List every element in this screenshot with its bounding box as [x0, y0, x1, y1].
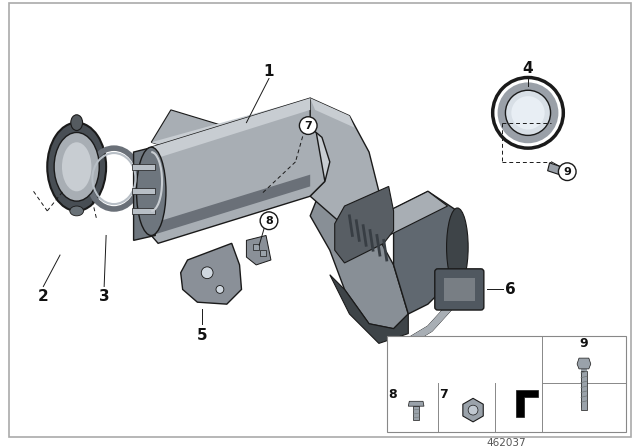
Text: 3: 3 [99, 289, 109, 304]
Polygon shape [151, 98, 325, 243]
Text: 1: 1 [264, 64, 274, 79]
Bar [253, 244, 259, 250]
Text: 8: 8 [388, 388, 397, 401]
Bar [581, 371, 587, 410]
Polygon shape [180, 243, 241, 304]
Circle shape [300, 117, 317, 134]
Polygon shape [151, 98, 310, 160]
Text: 9: 9 [580, 337, 588, 350]
Ellipse shape [47, 123, 106, 211]
Text: 6: 6 [505, 282, 516, 297]
Polygon shape [151, 175, 310, 236]
Bar [260, 250, 266, 256]
Ellipse shape [70, 206, 84, 216]
Bar [132, 164, 155, 170]
Polygon shape [463, 398, 483, 422]
Polygon shape [310, 98, 379, 231]
Polygon shape [151, 110, 310, 186]
Polygon shape [134, 147, 155, 241]
Circle shape [202, 267, 213, 279]
Ellipse shape [497, 82, 559, 143]
Bar [387, 336, 626, 432]
Circle shape [260, 212, 278, 229]
Circle shape [216, 285, 224, 293]
Ellipse shape [71, 115, 83, 130]
Polygon shape [310, 191, 408, 329]
Circle shape [559, 163, 576, 181]
Polygon shape [330, 275, 408, 343]
Ellipse shape [136, 147, 166, 236]
Circle shape [468, 405, 478, 415]
Polygon shape [310, 98, 355, 128]
Polygon shape [408, 401, 424, 406]
Ellipse shape [54, 133, 99, 201]
Polygon shape [369, 191, 447, 236]
Ellipse shape [511, 96, 545, 129]
Text: 7: 7 [439, 388, 448, 401]
Bar [444, 278, 475, 301]
Polygon shape [335, 186, 394, 263]
Polygon shape [369, 191, 462, 314]
Text: 9: 9 [563, 167, 571, 177]
Text: 2: 2 [38, 289, 49, 304]
Polygon shape [246, 236, 271, 265]
Polygon shape [516, 389, 538, 417]
Ellipse shape [62, 142, 92, 191]
Bar [132, 188, 155, 194]
Bar [132, 208, 155, 214]
Text: 8: 8 [265, 216, 273, 226]
Ellipse shape [506, 90, 550, 135]
FancyBboxPatch shape [435, 269, 484, 310]
Bar [413, 406, 419, 420]
Text: 4: 4 [523, 61, 533, 76]
Polygon shape [151, 98, 369, 186]
Polygon shape [548, 163, 569, 177]
Text: 5: 5 [197, 328, 207, 343]
Text: 462037: 462037 [486, 438, 526, 448]
Polygon shape [577, 358, 591, 369]
Ellipse shape [447, 208, 468, 286]
Text: 7: 7 [305, 121, 312, 130]
